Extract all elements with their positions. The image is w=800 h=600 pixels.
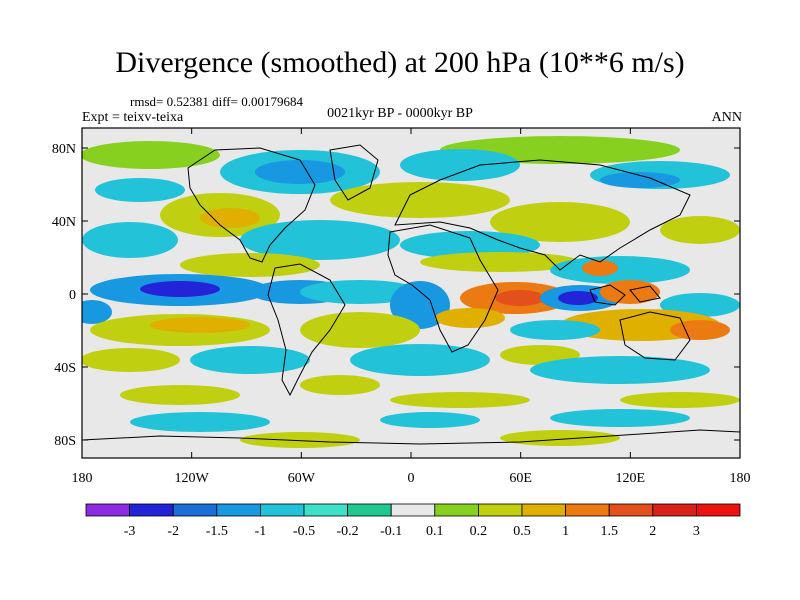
divergence-field bbox=[82, 128, 740, 458]
lon-tick-label: 180 bbox=[730, 471, 751, 486]
colorbar-label: 0.2 bbox=[470, 524, 488, 539]
colorbar-swatch bbox=[303, 503, 348, 517]
colorbar-label: -0.2 bbox=[337, 524, 359, 539]
colorbar-label: -0.5 bbox=[293, 524, 315, 539]
colorbar-swatch bbox=[521, 503, 566, 517]
colorbar-swatch bbox=[696, 503, 741, 517]
colorbar-swatch bbox=[259, 503, 305, 517]
colorbar-label: -1.5 bbox=[206, 524, 228, 539]
period-label: 0021kyr BP - 0000kyr BP bbox=[327, 106, 473, 121]
coastlines bbox=[82, 144, 740, 445]
lon-tick-label: 120E bbox=[616, 471, 646, 486]
colorbar-label: -0.1 bbox=[380, 524, 402, 539]
colorbar-swatch bbox=[608, 503, 654, 517]
colorbar-label: 0.1 bbox=[426, 524, 444, 539]
colorbar-swatch bbox=[347, 503, 392, 517]
plot-title: Divergence (smoothed) at 200 hPa (10**6 … bbox=[115, 46, 685, 79]
colorbar-swatch bbox=[477, 503, 523, 517]
colorbar-swatch bbox=[85, 503, 130, 517]
lon-tick-label: 180 bbox=[72, 471, 93, 486]
stats-text: rmsd= 0.52381 diff= 0.00179684 bbox=[130, 94, 303, 109]
lon-tick-label: 0 bbox=[408, 471, 415, 486]
axis-ticks: 80N 40N 0 40S 80S 180 120W 60W 0 60E 120E 180 bbox=[52, 128, 751, 486]
lat-tick-label: 0 bbox=[69, 288, 76, 303]
colorbar-swatch bbox=[652, 503, 697, 517]
colorbar-swatch bbox=[390, 503, 436, 517]
colorbar: -3 -2 -1.5 -1 -0.5 -0.2 -0.1 0.1 0.2 0.5 1 1.5 2 3 bbox=[85, 503, 741, 539]
lat-tick-label: 80N bbox=[52, 142, 76, 157]
colorbar-label: -3 bbox=[124, 524, 136, 539]
colorbar-label: 0.5 bbox=[513, 524, 531, 539]
experiment-label: Expt = teixv-teixa bbox=[82, 110, 184, 125]
colorbar-label: 1.5 bbox=[600, 524, 618, 539]
lon-tick-label: 60E bbox=[509, 471, 532, 486]
colorbar-label: -1 bbox=[255, 524, 267, 539]
colorbar-label: 1 bbox=[562, 524, 569, 539]
colorbar-swatch bbox=[565, 503, 610, 517]
colorbar-label: 3 bbox=[693, 524, 700, 539]
colorbar-label: -2 bbox=[167, 524, 179, 539]
season-label: ANN bbox=[711, 110, 742, 125]
lon-tick-label: 60W bbox=[288, 471, 316, 486]
lat-tick-label: 40S bbox=[54, 361, 76, 376]
lat-tick-label: 40N bbox=[52, 215, 76, 230]
lat-tick-label: 80S bbox=[54, 434, 76, 449]
colorbar-swatch bbox=[216, 503, 261, 517]
lon-tick-label: 120W bbox=[175, 471, 210, 486]
colorbar-swatch bbox=[172, 503, 218, 517]
colorbar-swatch bbox=[434, 503, 479, 517]
colorbar-label: 2 bbox=[649, 524, 656, 539]
colorbar-swatch bbox=[129, 503, 174, 517]
